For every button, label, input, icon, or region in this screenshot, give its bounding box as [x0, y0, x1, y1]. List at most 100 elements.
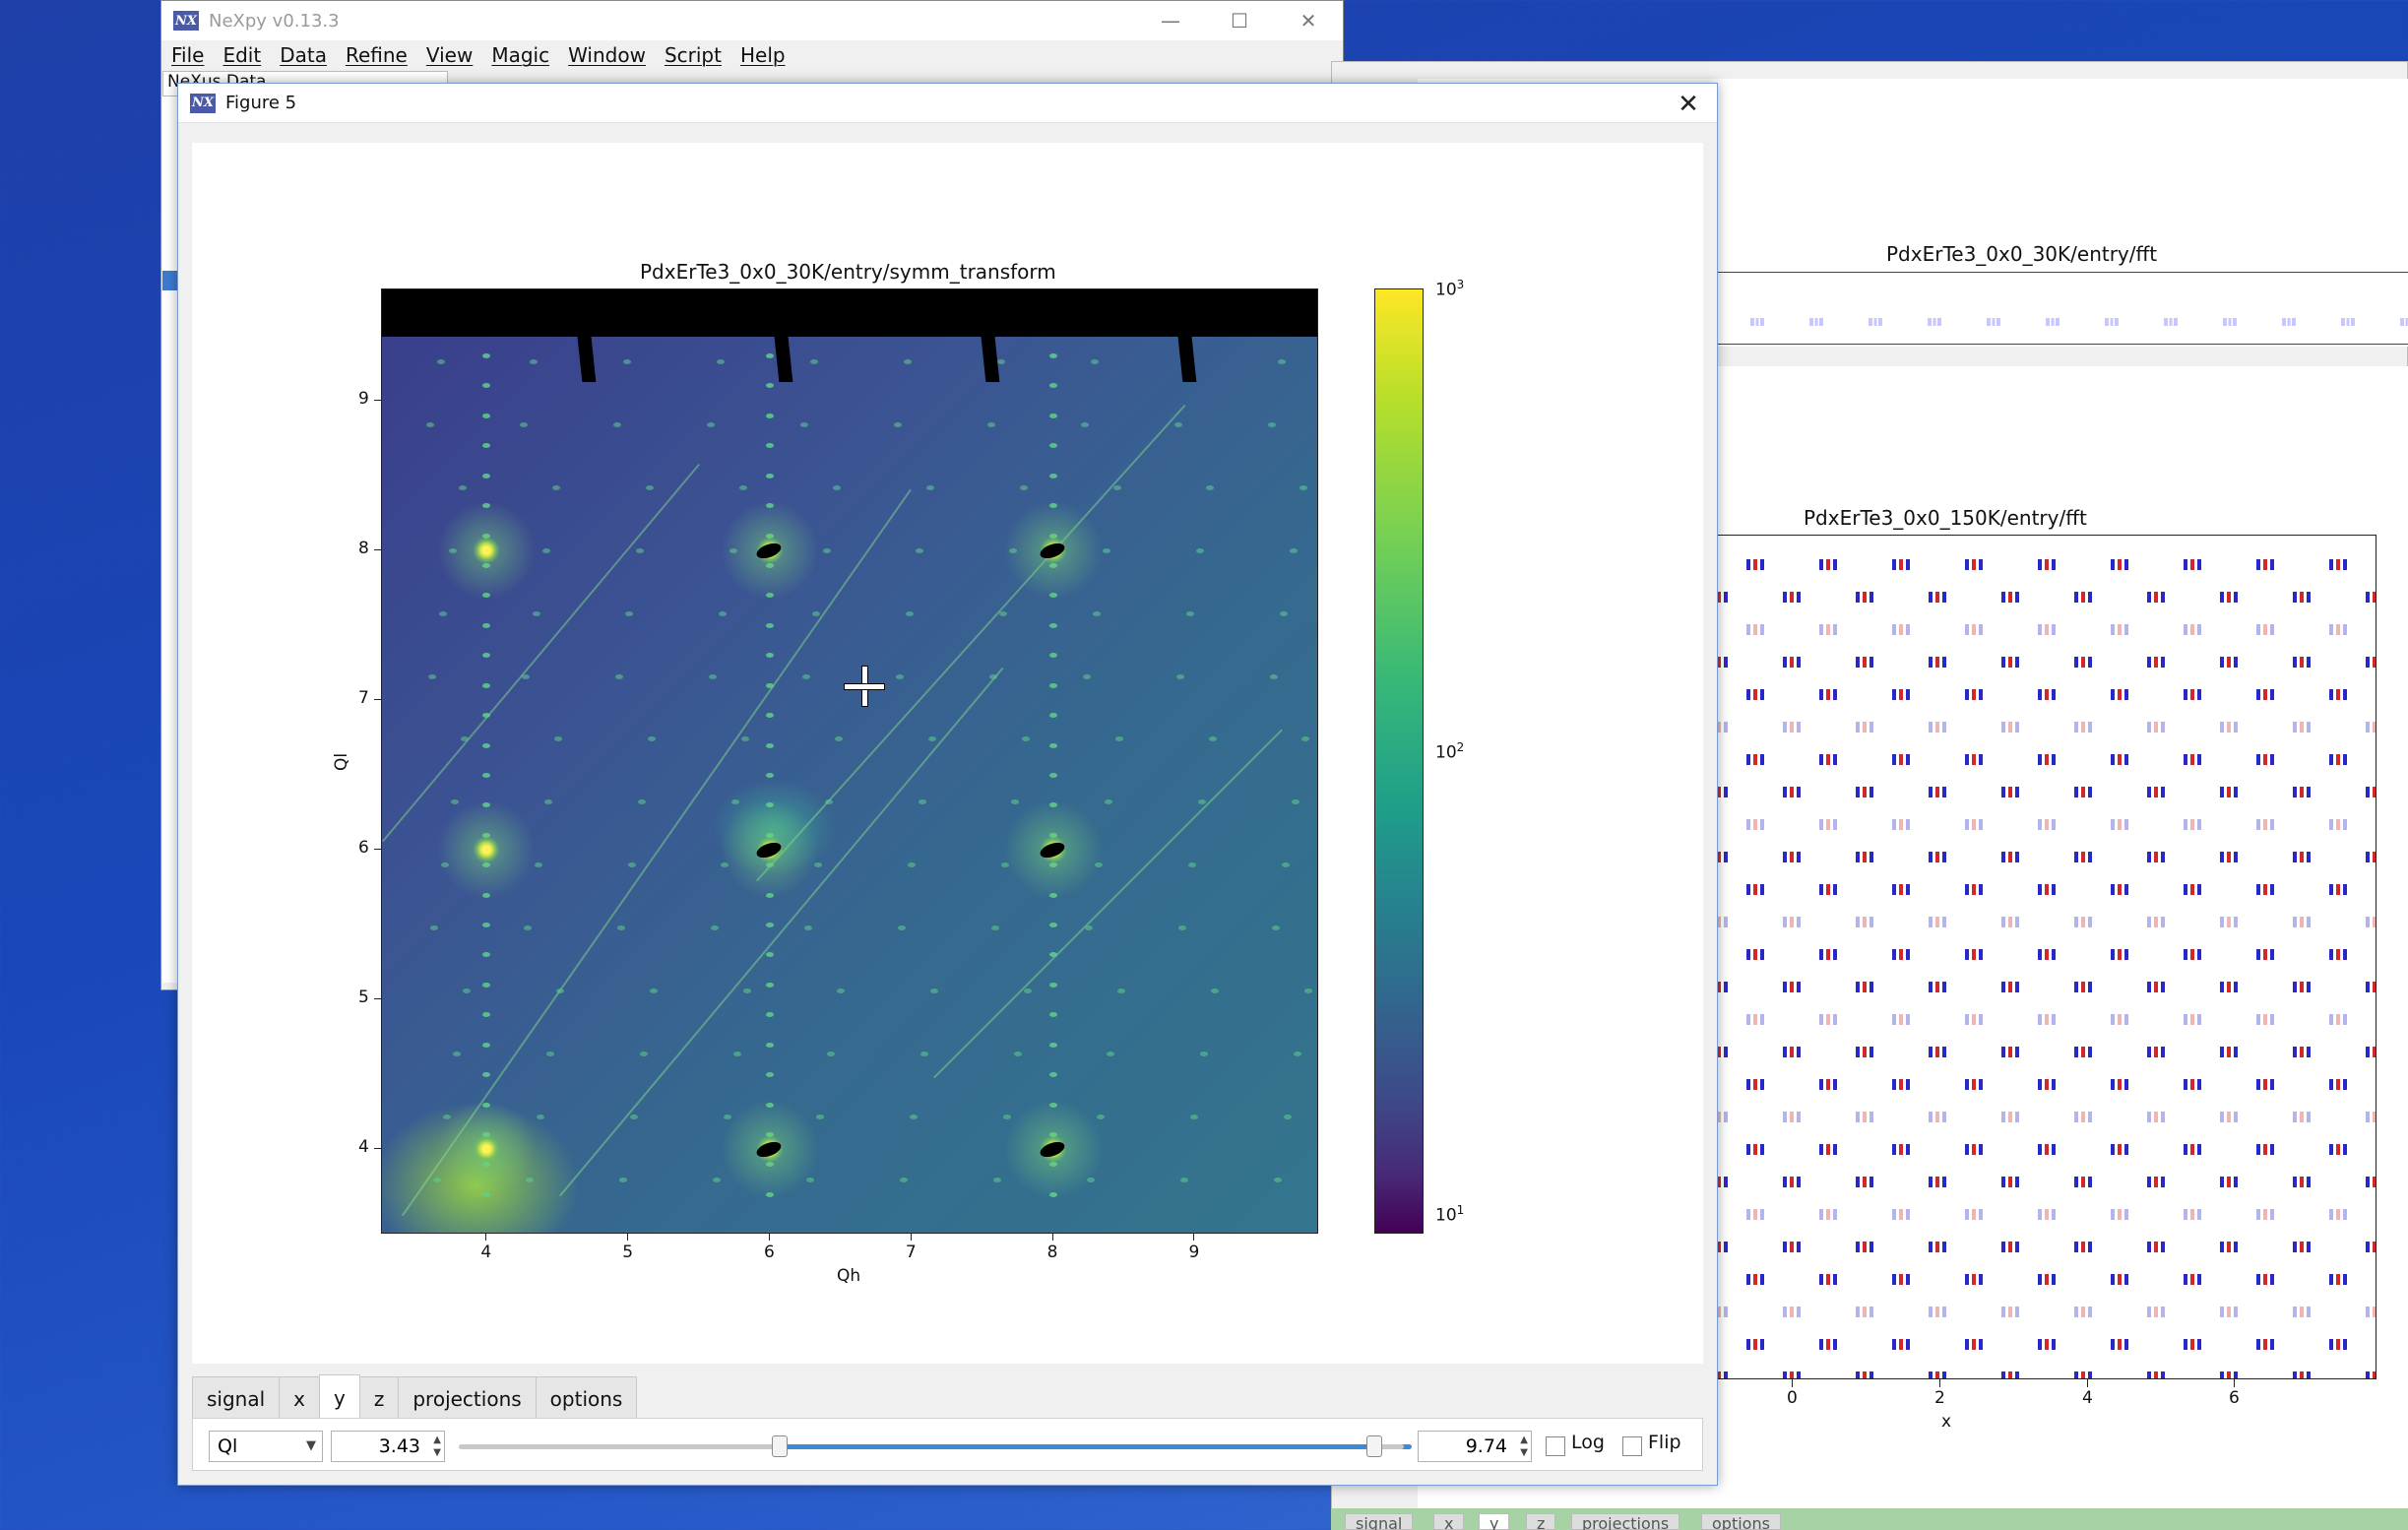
fft-peak: [2036, 1274, 2058, 1285]
satellite-peak: [1208, 736, 1217, 742]
satellite-peak: [836, 988, 845, 993]
tab-y[interactable]: y: [319, 1374, 360, 1420]
figure-window-title: Figure 5: [225, 93, 297, 113]
satellite-peak: [713, 1177, 722, 1182]
close-button[interactable]: ✕: [1299, 9, 1317, 32]
fft-x-tick: [2234, 1379, 2235, 1387]
satellite-peak: [1112, 484, 1121, 490]
satellite-peak: [520, 421, 529, 427]
fft-peak: [1963, 884, 1985, 895]
menu-help[interactable]: Help: [739, 43, 786, 67]
fft-peak: [2218, 722, 2240, 733]
tab-x[interactable]: x: [279, 1376, 321, 1420]
fft-peak: [2109, 884, 2130, 895]
menu-edit[interactable]: Edit: [222, 43, 262, 67]
max-value-spinbox[interactable]: 9.74 ▲ ▼: [1418, 1431, 1532, 1462]
satellite-peak: [1082, 673, 1091, 679]
tab-options[interactable]: options: [535, 1376, 638, 1420]
satellite-peak: [524, 925, 533, 931]
fft-peak: [2364, 982, 2376, 992]
satellite-peak: [1114, 736, 1123, 742]
max-value: 9.74: [1465, 1435, 1507, 1457]
satellite-peak: [1048, 682, 1057, 688]
fft-main-title: PdxErTe3_0x0_150K/entry/fft: [1804, 506, 2087, 530]
satellite-peak: [556, 988, 565, 993]
satellite-peak: [990, 925, 999, 931]
satellite-peak: [999, 610, 1008, 616]
bg-tab-z[interactable]: z: [1526, 1513, 1556, 1530]
fft-peak: [1817, 754, 1839, 765]
satellite-peak: [766, 1012, 775, 1018]
fft-peak: [1987, 318, 2000, 326]
bragg-peak: [474, 837, 500, 862]
satellite-peak: [1179, 1177, 1188, 1182]
menu-magic[interactable]: Magic: [491, 43, 550, 67]
x-axis-tick-label: 6: [764, 1243, 775, 1262]
satellite-peak: [1206, 484, 1215, 490]
fft-peak: [1999, 1177, 2021, 1187]
minimize-button[interactable]: —: [1161, 9, 1180, 32]
satellite-peak: [482, 982, 491, 988]
menu-view[interactable]: View: [425, 43, 474, 67]
fft-peak: [2291, 592, 2313, 603]
fft-peak: [1999, 722, 2021, 733]
bg-tab-x[interactable]: x: [1433, 1513, 1465, 1530]
x-axis-label: Qh: [837, 1266, 861, 1286]
tab-signal[interactable]: signal: [192, 1376, 281, 1420]
satellite-peak: [1190, 1114, 1199, 1119]
fft-peak: [2182, 754, 2203, 765]
satellite-peak: [615, 673, 624, 679]
fft-peak: [2218, 592, 2240, 603]
max-slider-track[interactable]: [1368, 1444, 1404, 1449]
min-slider-handle[interactable]: [772, 1435, 788, 1457]
fft-peak: [2109, 1274, 2130, 1285]
spin-arrows-icon[interactable]: ▲ ▼: [1520, 1434, 1528, 1458]
tree-selected-item[interactable]: [162, 271, 180, 290]
bg-tab-y[interactable]: y: [1479, 1513, 1510, 1530]
menu-script[interactable]: Script: [664, 43, 722, 67]
x-axis-tick: [1193, 1234, 1195, 1241]
y-axis-tick-label: 7: [358, 687, 369, 708]
heatmap-plot[interactable]: [381, 288, 1318, 1234]
spin-arrows-icon[interactable]: ▲ ▼: [433, 1434, 441, 1458]
tab-z[interactable]: z: [358, 1376, 400, 1420]
fft-peak: [1716, 1371, 1730, 1378]
satellite-peak: [707, 421, 716, 427]
satellite-peak: [438, 610, 447, 616]
maximize-button[interactable]: ☐: [1231, 9, 1248, 32]
fft-peak: [1927, 722, 1948, 733]
satellite-peak: [1048, 352, 1057, 358]
tab-projections[interactable]: projections: [398, 1376, 537, 1420]
bg-tab-signal[interactable]: signal: [1345, 1513, 1414, 1530]
fft-peak: [2291, 787, 2313, 797]
fft-peak: [2072, 722, 2094, 733]
crosshair-cursor-icon: [843, 665, 885, 707]
fft-x-tick: [1792, 1379, 1793, 1387]
fft-peak: [1963, 754, 1985, 765]
satellite-peak: [1299, 484, 1308, 490]
fft-peak: [2145, 1112, 2167, 1122]
satellite-peak: [766, 473, 775, 478]
menu-window[interactable]: Window: [568, 43, 646, 67]
log-checkbox[interactable]: [1546, 1436, 1565, 1456]
axis-select[interactable]: Ql ▼: [209, 1431, 323, 1462]
satellite-peak: [766, 653, 775, 659]
fft-peak: [1817, 1079, 1839, 1090]
bg-tab-projections[interactable]: projections: [1571, 1513, 1680, 1530]
menu-refine[interactable]: Refine: [345, 43, 408, 67]
satellite-peak: [1011, 799, 1020, 805]
figure-close-button[interactable]: ✕: [1678, 90, 1699, 119]
satellite-peak: [799, 421, 808, 427]
flip-checkbox[interactable]: [1622, 1436, 1642, 1456]
menu-data[interactable]: Data: [280, 43, 327, 67]
satellite-peak: [816, 1114, 825, 1119]
bg-tab-options[interactable]: options: [1701, 1513, 1781, 1530]
fft-peak: [2072, 982, 2094, 992]
min-value-spinbox[interactable]: 3.43 ▲ ▼: [331, 1431, 445, 1462]
menu-file[interactable]: File: [171, 43, 205, 67]
fft-peak: [2364, 1307, 2376, 1317]
min-slider-track[interactable]: [459, 1444, 961, 1449]
satellite-peak: [522, 673, 531, 679]
max-slider-handle[interactable]: [1366, 1435, 1382, 1457]
satellite-peak: [554, 736, 563, 742]
